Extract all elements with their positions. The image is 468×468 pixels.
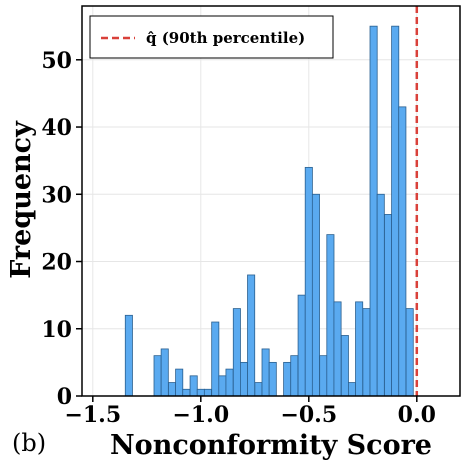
x-axis-title: Nonconformity Score [110, 430, 432, 461]
histogram-bar [340, 335, 349, 397]
histogram-bar [175, 368, 184, 397]
y-tick-label: 30 [41, 182, 72, 208]
histogram-bar [232, 308, 241, 397]
histogram-bar [261, 348, 270, 397]
x-tick-label: −0.5 [280, 402, 337, 428]
y-axis-ticks: 0 10 20 30 40 50 [41, 48, 82, 410]
histogram-bar [290, 355, 299, 397]
legend-label: q̂ (90th percentile) [146, 29, 305, 47]
histogram-bar [348, 382, 356, 397]
histogram-bar [268, 361, 277, 397]
histogram-bar [225, 368, 234, 397]
histogram-bar [124, 314, 133, 397]
histogram-bar [168, 382, 177, 397]
y-tick-label: 10 [41, 317, 72, 343]
histogram-bar [355, 301, 364, 397]
histogram-bar [189, 375, 198, 397]
panel-label: (b) [12, 429, 46, 457]
histogram-bars [124, 25, 414, 397]
plot-frame [81, 5, 461, 397]
histogram-bar [203, 388, 212, 397]
x-tick-label: −1.5 [64, 402, 121, 428]
histogram-bar [153, 355, 162, 397]
histogram-bar [247, 274, 256, 397]
histogram-bar [311, 193, 320, 397]
histogram-bar [254, 382, 263, 397]
histogram-bar [319, 355, 328, 397]
histogram-bar [283, 361, 292, 397]
histogram-bar [362, 308, 371, 397]
histogram-bar [304, 166, 313, 397]
histogram-bar [182, 388, 191, 397]
histogram-bar [398, 106, 407, 397]
histogram-bar [391, 25, 400, 397]
histogram-bar [369, 25, 378, 397]
histogram-bar [384, 214, 393, 397]
y-axis-title: Frequency [6, 120, 37, 279]
y-tick-label: 40 [41, 115, 72, 141]
histogram-bar [333, 301, 342, 397]
y-tick-label: 50 [41, 48, 72, 74]
x-tick-label: 0.0 [398, 402, 436, 428]
histogram-bar [405, 308, 414, 397]
histogram-bar [326, 234, 335, 397]
x-axis-ticks: −1.5 −1.0 −0.5 0.0 [64, 396, 436, 428]
histogram-bar [196, 388, 205, 397]
histogram-bar [211, 321, 220, 397]
y-tick-label: 20 [41, 250, 72, 276]
histogram-bar [160, 348, 169, 397]
legend-box [89, 15, 334, 59]
histogram-bar [297, 294, 306, 397]
legend: q̂ (90th percentile) [89, 15, 334, 59]
histogram-bar [218, 375, 227, 397]
histogram-bar [376, 193, 385, 397]
x-tick-label: −1.0 [172, 402, 229, 428]
histogram-bar [240, 361, 248, 397]
y-tick-label: 0 [57, 384, 72, 410]
